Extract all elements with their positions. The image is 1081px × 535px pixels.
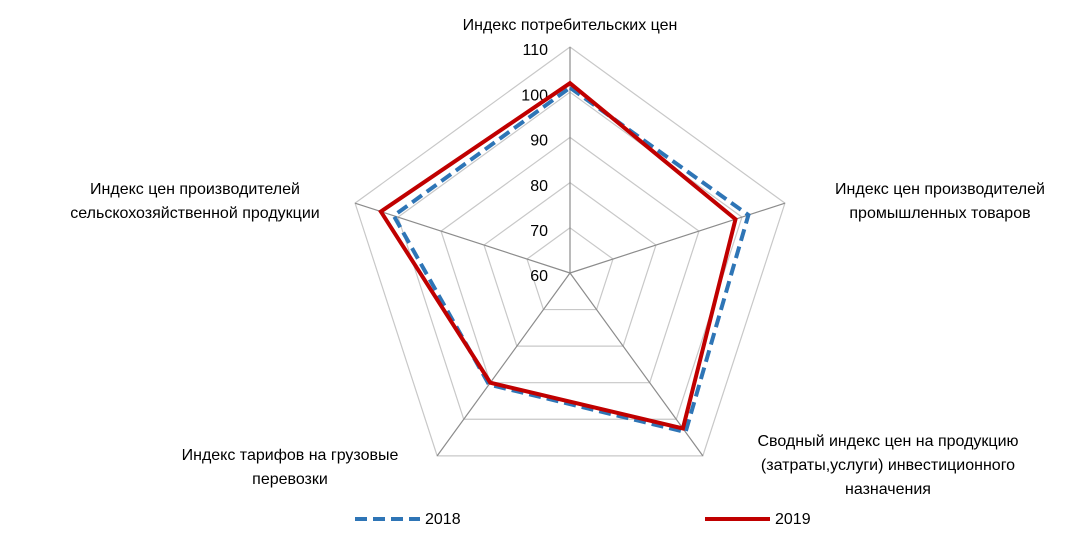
category-label: промышленных товаров [849, 205, 1030, 222]
grid-ring [397, 91, 743, 420]
r-tick-label: 110 [522, 42, 548, 59]
grid-ring [440, 136, 700, 384]
category-label: Индекс потребительских цен [463, 17, 678, 34]
legend-label: 2019 [775, 511, 811, 528]
spoke [436, 272, 571, 457]
series-line [378, 80, 738, 431]
category-label: (затраты,услуги) инвестиционного [761, 457, 1015, 474]
r-tick-label: 80 [530, 178, 548, 195]
category-label: назначения [845, 481, 931, 498]
category-label: сельскохозяйственной продукции [70, 205, 319, 222]
category-label: Индекс цен производителей [835, 181, 1045, 198]
spoke [569, 272, 704, 457]
category-label: Индекс тарифов на грузовые [182, 447, 399, 464]
spoke [569, 202, 786, 274]
grid-ring [526, 227, 614, 311]
grid-ring [354, 46, 786, 457]
category-label: Индекс цен производителей [90, 181, 300, 198]
spoke [354, 202, 571, 274]
r-tick-label: 90 [530, 133, 548, 150]
r-tick-label: 70 [530, 223, 548, 240]
category-label: перевозки [252, 471, 328, 488]
series-line [391, 85, 751, 435]
grid-ring [483, 181, 657, 347]
legend-label: 2018 [425, 511, 461, 528]
category-label: Сводный индекс цен на продукцию [758, 433, 1019, 450]
r-tick-label: 60 [530, 268, 548, 285]
